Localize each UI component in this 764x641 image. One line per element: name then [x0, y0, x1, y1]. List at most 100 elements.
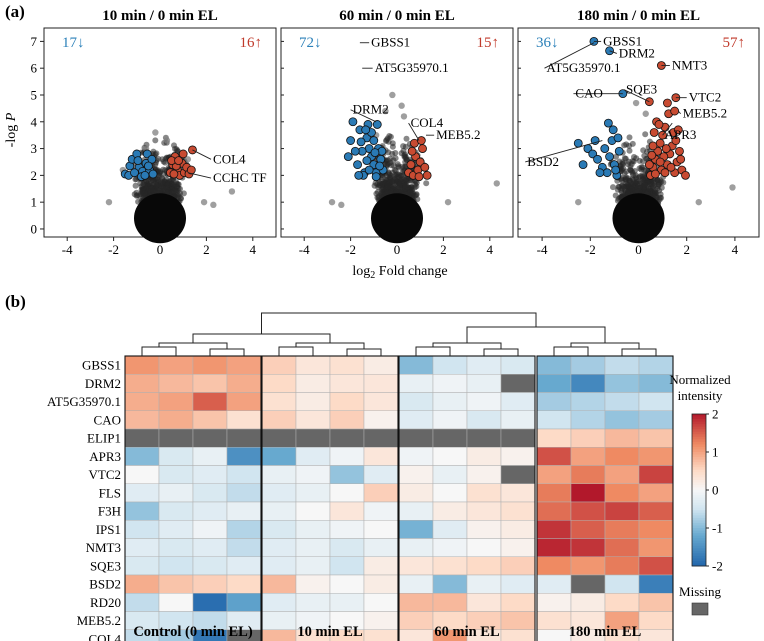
heatmap-cell	[500, 447, 536, 466]
ns-point	[413, 192, 420, 198]
heatmap-cell	[363, 611, 399, 630]
ns-point	[397, 172, 404, 179]
heatmap-cell	[363, 629, 399, 641]
heatmap-cell	[295, 410, 331, 430]
colorbar-segment	[692, 528, 706, 531]
annotation-label: MEB5.2	[436, 127, 480, 142]
ns-point	[626, 147, 633, 154]
up-point	[663, 98, 672, 108]
colorbar-segment	[692, 441, 706, 445]
x-tick-label: 0	[635, 242, 642, 257]
heatmap-cell	[604, 428, 640, 448]
ns-point	[646, 185, 652, 192]
heatmap-cell	[363, 392, 399, 411]
colorbar-segment	[692, 525, 706, 529]
annotation-label: BSD2	[527, 154, 559, 169]
colorbar-segment	[692, 500, 706, 504]
colorbar-segment	[692, 429, 706, 433]
heatmap-cell	[226, 538, 262, 557]
colorbar-segment	[692, 474, 706, 478]
up-point	[416, 136, 426, 145]
colorbar-segment	[692, 472, 706, 476]
heatmap-cell	[295, 593, 331, 612]
ns-point	[402, 182, 409, 189]
colorbar-tick-label: 2	[712, 407, 719, 422]
ns-point	[180, 190, 187, 197]
ns-point	[160, 185, 167, 192]
heatmap-cell	[261, 355, 297, 375]
heatmap-cell	[329, 447, 365, 466]
dendrogram-link	[570, 342, 640, 349]
colorbar-segment	[692, 434, 706, 438]
heatmap-cell	[398, 574, 434, 594]
down-point	[353, 160, 362, 170]
x-tick-label: -2	[108, 242, 119, 257]
heatmap-cell	[329, 355, 365, 375]
colorbar-segment	[692, 553, 706, 557]
heatmap-cell	[329, 520, 365, 539]
up-count: 15↑	[477, 35, 500, 51]
heatmap-cell	[192, 501, 228, 521]
plot-title: 180 min / 0 min EL	[577, 8, 700, 24]
colorbar-segment	[692, 462, 706, 466]
heatmap-cell	[570, 447, 606, 466]
row-label: GBSS1	[82, 358, 121, 373]
annotation-leader	[192, 149, 212, 160]
down-count: 36↓	[536, 35, 559, 51]
heatmap-cell	[124, 392, 160, 411]
heatmap-cell	[192, 355, 228, 375]
dendrogram-link	[141, 346, 177, 356]
row-label: AT5G35970.1	[47, 394, 121, 409]
ns-point	[170, 188, 177, 195]
heatmap-cell	[192, 483, 228, 503]
heatmap-cell	[192, 520, 228, 539]
group-frame	[261, 355, 399, 641]
colorbar-segment	[692, 520, 706, 524]
colorbar-segment	[692, 469, 706, 473]
down-point	[133, 156, 143, 166]
ns-point	[164, 181, 171, 188]
volcano-plot-10min: 10 min / 0 min EL -4 -2 0 2 4 0 1 2 3 4 5 6 7 COL4 CCHC…	[31, 8, 277, 257]
volcano-y-axis-label: -log P	[4, 112, 19, 147]
ns-point	[373, 190, 380, 197]
heatmap-cell	[398, 593, 434, 612]
up-point	[673, 125, 683, 135]
heatmap-cell	[295, 392, 331, 411]
heatmap-cell	[363, 538, 399, 557]
heatmap-cell	[261, 392, 297, 411]
heatmap-cell	[570, 483, 606, 503]
ns-point	[157, 180, 164, 187]
heatmap-cell	[363, 428, 399, 448]
heatmap-cell	[638, 483, 674, 503]
ns-point	[388, 188, 395, 195]
annotation-label: CCHC TF	[213, 170, 267, 185]
heatmap-cell	[295, 574, 331, 594]
dendrogram-link	[466, 326, 606, 343]
up-point	[178, 149, 188, 159]
ns-point	[384, 183, 391, 190]
heatmap-cell	[261, 593, 297, 612]
heatmap-cell	[604, 520, 640, 539]
colorbar-segment	[692, 510, 706, 514]
heatmap-cell	[329, 428, 365, 448]
ns-point	[695, 198, 702, 206]
ns-point	[638, 164, 645, 171]
heatmap-cell	[158, 428, 194, 448]
heatmap-cell	[261, 574, 297, 594]
missing-legend-swatch	[691, 602, 709, 616]
heatmap-cell	[363, 483, 399, 503]
colorbar-segment	[692, 419, 706, 422]
up-point	[660, 168, 670, 178]
heatmap-cell	[158, 374, 194, 393]
ns-point	[133, 189, 140, 196]
heatmap-cell	[398, 611, 434, 630]
heatmap-cell	[124, 465, 160, 484]
up-point	[406, 160, 416, 170]
heatmap-cell	[466, 428, 502, 448]
colorbar-segment	[692, 533, 706, 536]
heatmap-cell	[192, 374, 228, 393]
heatmap-cell	[329, 465, 365, 484]
annotation-label: DRM2	[619, 45, 655, 60]
heatmap-cell	[432, 520, 468, 539]
x-tick-label: -2	[585, 242, 596, 257]
